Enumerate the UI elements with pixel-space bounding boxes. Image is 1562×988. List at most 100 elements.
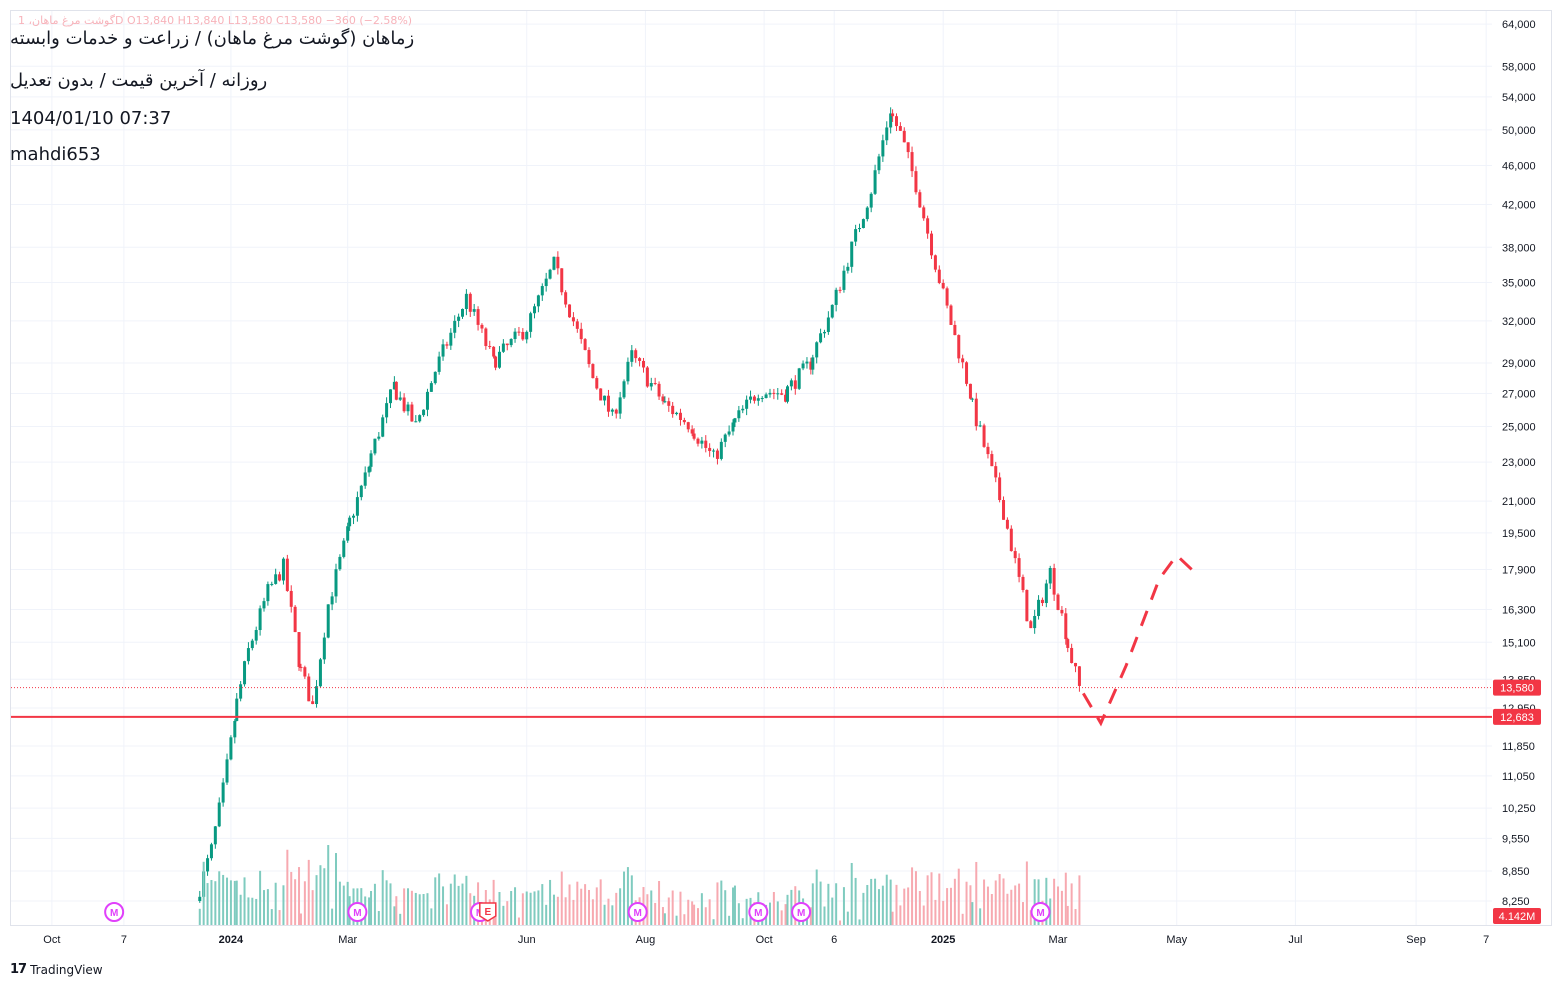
candle-body — [846, 266, 850, 271]
volume-bar — [226, 877, 229, 925]
candle-body — [472, 309, 476, 312]
candle-body — [285, 558, 289, 591]
candle-body — [468, 293, 472, 312]
candle-body — [663, 401, 667, 403]
earnings-marker-icon — [479, 902, 497, 922]
candle-body — [449, 332, 453, 346]
candle-body — [363, 472, 367, 486]
candle-body — [492, 346, 496, 357]
volume-bar — [346, 881, 349, 925]
x-tick-label: 7 — [121, 934, 127, 946]
volume-bar — [1025, 861, 1028, 925]
meeting-marker-label: M — [353, 908, 361, 919]
last-price-tag — [1493, 679, 1541, 696]
candle-body — [501, 343, 505, 352]
candle-body — [986, 446, 990, 455]
volume-bar — [422, 894, 425, 925]
volume-bar — [986, 886, 989, 925]
candle-body — [529, 313, 533, 332]
candle-body — [254, 630, 258, 641]
volume-bar — [206, 883, 209, 925]
candle-body — [922, 207, 926, 219]
candle-body — [682, 419, 686, 423]
candle-body — [1029, 621, 1033, 629]
volume-bar — [445, 904, 448, 925]
candle-body — [221, 782, 225, 803]
volume-bar — [603, 904, 606, 925]
candle-body — [965, 362, 969, 384]
candle-body — [930, 233, 934, 256]
candle-body — [910, 152, 914, 172]
y-tick-label: 11,050 — [1502, 771, 1535, 783]
x-tick-label: 2024 — [219, 934, 244, 946]
candle-body — [675, 412, 679, 415]
tradingview-logo[interactable]: 17 TradingView — [10, 962, 103, 977]
candle-body — [978, 425, 982, 427]
x-tick-label: 7 — [1483, 934, 1489, 946]
volume-bar — [449, 883, 452, 925]
candle-body — [819, 333, 823, 343]
y-tick-label: 11,850 — [1502, 741, 1535, 753]
candle-body — [303, 667, 307, 677]
candle-body — [941, 282, 945, 289]
volume-bar — [716, 882, 719, 925]
volume-bar — [331, 908, 334, 925]
volume-bar — [274, 882, 277, 925]
y-tick-label: 27,000 — [1502, 389, 1536, 401]
volume-bar — [1021, 902, 1024, 925]
candle-body — [809, 361, 813, 370]
y-tick-label: 16,300 — [1502, 605, 1536, 617]
volume-bar — [889, 879, 892, 925]
candle-body — [505, 343, 509, 346]
volume-bar — [198, 908, 201, 925]
volume-bar — [389, 883, 392, 925]
candle-body — [784, 394, 788, 402]
volume-bar — [815, 869, 818, 925]
volume-bar — [541, 884, 544, 925]
volume-bar — [780, 910, 783, 925]
volume-bar — [846, 911, 849, 925]
volume-bar — [965, 881, 968, 925]
volume-bar — [373, 883, 376, 925]
candle-body — [225, 759, 229, 783]
candle-body — [704, 440, 708, 448]
volume-bar — [687, 899, 690, 925]
meeting-marker-label: M — [110, 908, 118, 919]
volume-bar — [724, 890, 727, 925]
candle-body — [768, 392, 772, 395]
volume-bar — [385, 880, 388, 925]
volume-bar — [790, 889, 793, 925]
candle-body — [533, 306, 537, 314]
candle-body — [209, 844, 213, 859]
candle-body — [278, 574, 282, 581]
candle-body — [250, 640, 254, 649]
volume-bar — [661, 907, 664, 925]
volume-bar — [537, 890, 540, 925]
candle-body — [1040, 599, 1044, 604]
candle-body — [1060, 609, 1064, 614]
volume-bar — [862, 892, 865, 925]
volume-bar — [854, 877, 857, 925]
candle-body — [653, 383, 657, 385]
candle-body — [974, 398, 978, 427]
candle-body — [330, 596, 334, 605]
chart-frame[interactable] — [10, 10, 1552, 926]
volume-bar — [663, 913, 666, 925]
volume-bar — [298, 867, 301, 925]
volume-bar — [214, 881, 217, 925]
candle-body — [756, 398, 760, 401]
volume-bar — [564, 897, 567, 925]
chart-subtitle: روزانه / آخرین قیمت / بدون تعدیل — [10, 70, 268, 91]
candle-body — [949, 305, 953, 325]
volume-bar — [282, 885, 285, 925]
volume-bar — [595, 887, 598, 925]
candle-body — [1009, 528, 1013, 552]
candle-body — [873, 170, 877, 194]
candle-body — [1037, 599, 1041, 616]
candle-body — [667, 401, 671, 406]
volume-bar — [712, 919, 715, 925]
candle-body — [614, 409, 618, 414]
candle-body — [388, 389, 392, 404]
candle-body — [206, 858, 210, 872]
